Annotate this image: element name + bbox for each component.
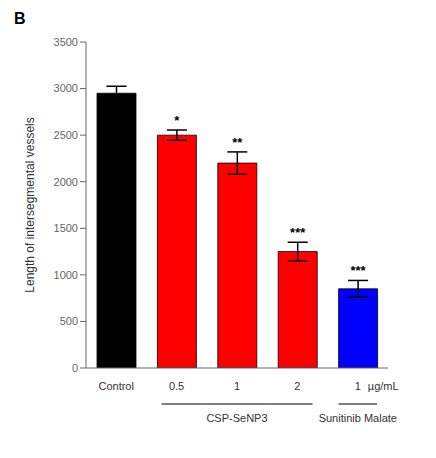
svg-text:µg/mL: µg/mL — [368, 380, 399, 392]
svg-text:1000: 1000 — [54, 269, 78, 281]
svg-text:0.5: 0.5 — [169, 380, 184, 392]
svg-text:Sunitinib Malate: Sunitinib Malate — [319, 412, 397, 424]
svg-text:1: 1 — [355, 380, 361, 392]
svg-text:1500: 1500 — [54, 222, 78, 234]
svg-text:3000: 3000 — [54, 82, 78, 94]
svg-text:1: 1 — [234, 380, 240, 392]
svg-text:***: *** — [351, 263, 367, 278]
svg-text:***: *** — [290, 225, 306, 240]
html-text:B: B — [14, 10, 26, 27]
svg-text:Control: Control — [98, 380, 133, 392]
svg-text:*: * — [174, 113, 180, 128]
svg-text:500: 500 — [60, 315, 78, 327]
svg-text:CSP-SeNP3: CSP-SeNP3 — [206, 412, 267, 424]
svg-text:0: 0 — [72, 362, 78, 374]
svg-text:**: ** — [232, 135, 243, 150]
svg-text:3500: 3500 — [54, 36, 78, 48]
svg-text:Length of intersegmental vesse: Length of intersegmental vessels — [23, 117, 37, 292]
svg-text:2500: 2500 — [54, 129, 78, 141]
svg-text:2: 2 — [294, 380, 300, 392]
svg-text:2000: 2000 — [54, 176, 78, 188]
